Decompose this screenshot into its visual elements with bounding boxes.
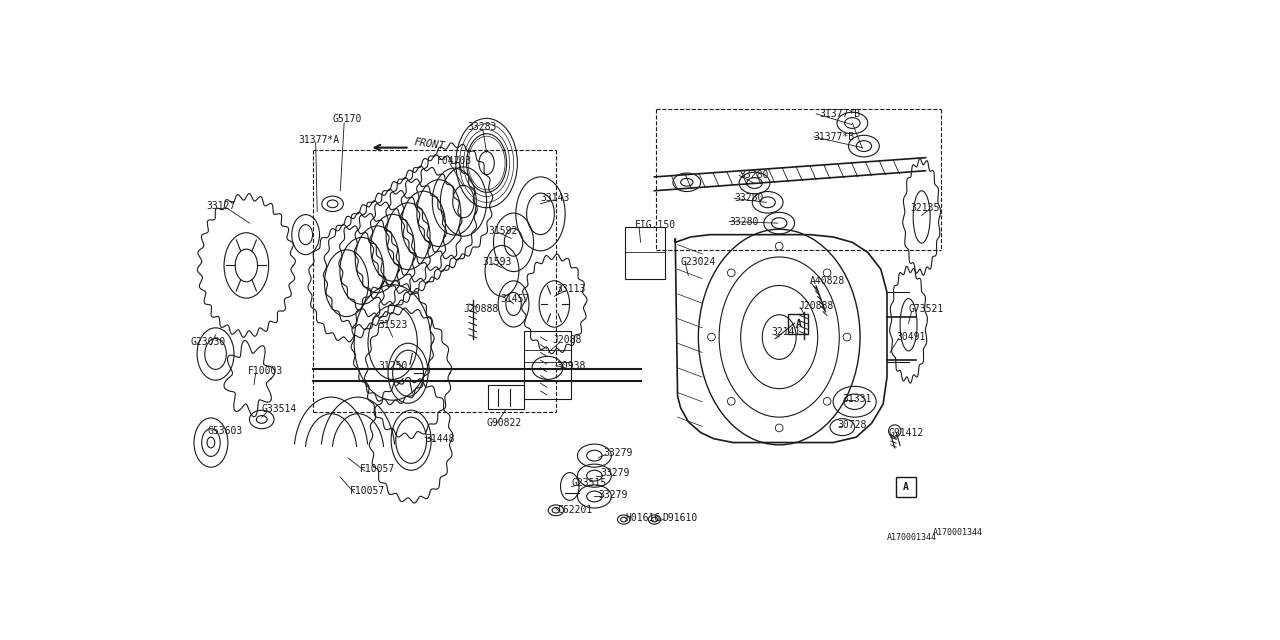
Text: 31250: 31250	[379, 360, 408, 371]
Text: G91412: G91412	[888, 428, 924, 438]
Text: A170001344: A170001344	[933, 528, 983, 537]
Bar	[524, 331, 571, 399]
Text: F10057: F10057	[351, 486, 385, 496]
Text: F10057: F10057	[360, 465, 394, 474]
Text: 32141: 32141	[772, 328, 801, 337]
Bar	[788, 314, 809, 334]
Text: 33283: 33283	[467, 122, 497, 132]
Text: J20888: J20888	[799, 301, 833, 311]
Text: 31377*B: 31377*B	[819, 109, 860, 119]
Text: 30491: 30491	[896, 332, 925, 342]
Text: 33279: 33279	[598, 490, 627, 500]
Text: C62201: C62201	[558, 506, 593, 515]
Text: 31593: 31593	[483, 257, 512, 267]
Text: 33280: 33280	[735, 193, 764, 204]
Text: 31457: 31457	[500, 294, 530, 303]
Text: 30938: 30938	[556, 360, 585, 371]
Text: G23030: G23030	[191, 337, 225, 348]
Text: 33143: 33143	[540, 193, 570, 204]
Text: 33280: 33280	[730, 216, 759, 227]
Text: 31377*B: 31377*B	[814, 132, 855, 142]
Text: 33127: 33127	[206, 201, 236, 211]
Text: G5170: G5170	[333, 114, 362, 124]
Text: G53603: G53603	[207, 426, 243, 436]
Text: A40828: A40828	[810, 276, 845, 286]
Text: 31592: 31592	[488, 226, 517, 236]
Text: G73521: G73521	[909, 305, 943, 314]
Text: G33514: G33514	[262, 404, 297, 415]
Text: H01616: H01616	[625, 513, 660, 523]
Text: G23515: G23515	[571, 478, 607, 488]
Text: 30728: 30728	[837, 420, 867, 430]
Text: J2088: J2088	[552, 335, 581, 345]
Text: A170001344: A170001344	[887, 532, 937, 541]
Text: D91610: D91610	[662, 513, 698, 523]
Text: 33279: 33279	[604, 447, 634, 458]
Text: G90822: G90822	[486, 419, 522, 428]
Text: 33113: 33113	[556, 284, 585, 294]
Text: 31523: 31523	[379, 320, 408, 330]
Text: F10003: F10003	[248, 366, 283, 376]
Text: A: A	[795, 319, 801, 329]
Bar	[896, 477, 916, 497]
Text: 33280: 33280	[739, 170, 768, 180]
Text: FIG.150: FIG.150	[635, 220, 676, 230]
Text: FRONT: FRONT	[413, 138, 445, 152]
Text: A: A	[904, 482, 909, 492]
Text: 31448: 31448	[425, 434, 454, 444]
Text: F04703: F04703	[436, 157, 472, 166]
Text: J20888: J20888	[463, 305, 499, 314]
Text: 33279: 33279	[600, 468, 630, 478]
Text: 31331: 31331	[842, 394, 872, 404]
Text: 31377*A: 31377*A	[298, 135, 339, 145]
Text: 32135: 32135	[910, 203, 940, 212]
Text: G23024: G23024	[681, 257, 716, 267]
Bar	[625, 227, 666, 279]
